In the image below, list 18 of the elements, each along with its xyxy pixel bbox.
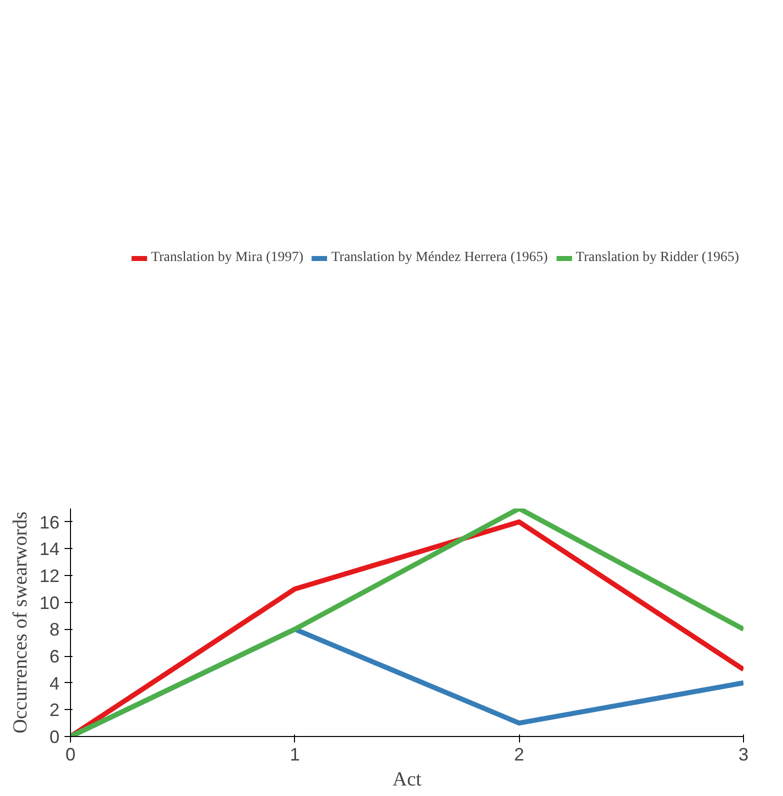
y-tick-label: 12 xyxy=(39,566,60,586)
x-tick-label: 0 xyxy=(65,744,76,764)
y-tick-label: 0 xyxy=(49,727,60,747)
y-tick-label: 4 xyxy=(49,673,60,694)
y-axis-title: Occurrences of swearwords xyxy=(9,511,32,734)
legend-label: Translation by Ridder (1965) xyxy=(576,250,739,266)
x-axis-title: Act xyxy=(392,768,422,790)
legend-label: Translation by Méndez Herrera (1965) xyxy=(331,250,548,266)
x-tick-label: 3 xyxy=(738,744,749,764)
y-tick-label: 14 xyxy=(39,539,60,560)
y-tick-label: 16 xyxy=(39,512,60,532)
legend-label: Translation by Mira (1997) xyxy=(151,250,304,266)
y-tick-label: 10 xyxy=(39,592,60,613)
y-tick-label: 8 xyxy=(49,620,60,640)
y-tick-label: 2 xyxy=(49,700,60,720)
x-tick-label: 1 xyxy=(290,744,300,764)
x-tick-label: 2 xyxy=(514,744,524,764)
y-tick-label: 6 xyxy=(49,646,60,667)
